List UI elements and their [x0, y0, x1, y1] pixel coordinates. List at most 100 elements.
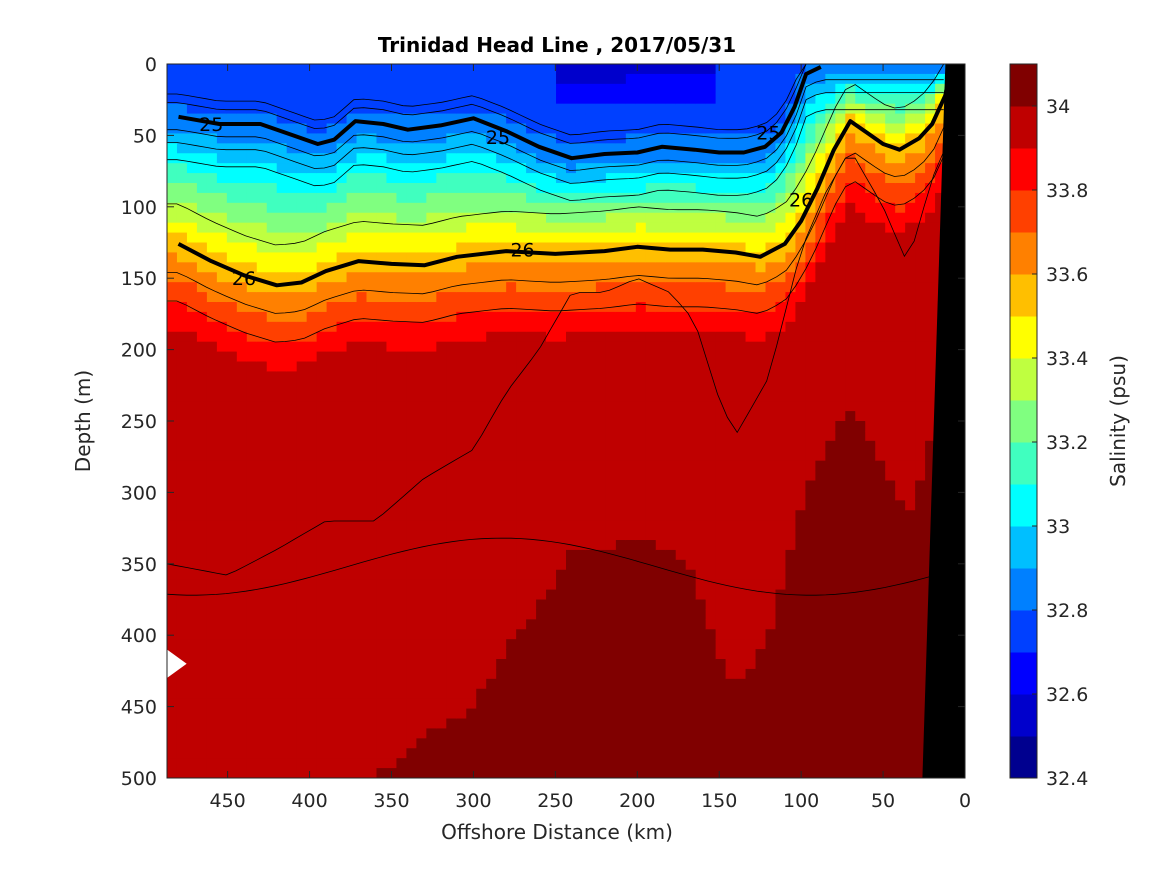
salinity-cell: [595, 589, 607, 601]
salinity-cell: [845, 73, 856, 85]
salinity-cell: [815, 540, 826, 551]
salinity-cell: [775, 401, 787, 412]
salinity-cell: [326, 222, 338, 234]
salinity-cell: [695, 401, 707, 412]
salinity-cell: [296, 678, 308, 690]
salinity-cell: [326, 569, 338, 581]
salinity-cell: [705, 183, 717, 194]
salinity-cell: [246, 599, 258, 611]
salinity-cell: [615, 639, 627, 650]
salinity-cell: [226, 133, 238, 144]
salinity-cell: [456, 688, 467, 700]
salinity-cell: [595, 401, 607, 412]
salinity-cell: [316, 371, 328, 382]
salinity-cell: [655, 569, 667, 581]
salinity-cell: [216, 173, 228, 184]
salinity-cell: [536, 549, 547, 561]
salinity-cell: [835, 708, 846, 720]
salinity-cell: [436, 440, 447, 452]
salinity-cell: [556, 411, 567, 422]
salinity-cell: [635, 262, 647, 273]
salinity-cell: [556, 83, 567, 95]
salinity-cell: [266, 321, 278, 333]
salinity-cell: [167, 341, 178, 353]
salinity-cell: [755, 609, 767, 620]
salinity-cell: [316, 430, 328, 442]
salinity-cell: [675, 252, 687, 263]
salinity-cell: [486, 83, 497, 95]
salinity-cell: [685, 421, 697, 432]
salinity-cell: [546, 678, 557, 690]
salinity-cell: [206, 391, 218, 402]
salinity-cell: [605, 351, 617, 363]
salinity-cell: [785, 649, 797, 660]
salinity-cell: [655, 718, 667, 730]
salinity-cell: [665, 311, 677, 323]
salinity-cell: [615, 232, 627, 244]
salinity-cell: [635, 64, 647, 75]
salinity-cell: [835, 629, 846, 640]
salinity-cell: [536, 103, 547, 115]
salinity-cell: [825, 401, 836, 412]
salinity-cell: [366, 153, 378, 164]
salinity-cell: [785, 192, 797, 204]
salinity-cell: [266, 173, 278, 184]
salinity-cell: [426, 629, 437, 640]
salinity-cell: [167, 609, 178, 620]
salinity-cell: [366, 222, 378, 234]
salinity-cell: [665, 668, 677, 680]
salinity-cell: [575, 599, 587, 611]
salinity-cell: [216, 768, 228, 778]
salinity-cell: [835, 758, 846, 769]
salinity-cell: [675, 83, 687, 95]
salinity-cell: [436, 520, 447, 531]
salinity-cell: [785, 222, 797, 234]
salinity-cell: [506, 232, 517, 244]
salinity-cell: [575, 212, 587, 224]
salinity-cell: [695, 341, 707, 353]
salinity-cell: [226, 728, 238, 739]
salinity-cell: [705, 530, 717, 541]
salinity-cell: [276, 73, 288, 85]
salinity-cell: [635, 341, 647, 353]
salinity-cell: [635, 103, 647, 115]
salinity-cell: [516, 242, 527, 254]
salinity-cell: [645, 490, 657, 501]
salinity-cell: [685, 500, 697, 511]
salinity-cell: [406, 430, 417, 442]
salinity-cell: [645, 520, 657, 531]
salinity-cell: [366, 500, 378, 511]
salinity-cell: [595, 173, 607, 184]
salinity-cell: [356, 272, 368, 283]
salinity-cell: [805, 103, 816, 115]
salinity-cell: [496, 708, 507, 720]
salinity-cell: [226, 232, 238, 244]
salinity-cell: [406, 262, 417, 273]
salinity-cell: [755, 520, 767, 531]
salinity-cell: [286, 470, 298, 482]
salinity-cell: [446, 232, 457, 244]
salinity-cell: [685, 371, 697, 382]
salinity-cell: [705, 440, 717, 452]
salinity-cell: [296, 143, 308, 154]
salinity-cell: [376, 232, 388, 244]
salinity-cell: [236, 391, 248, 402]
salinity-cell: [595, 728, 607, 739]
salinity-cell: [416, 758, 427, 769]
salinity-cell: [815, 668, 826, 680]
salinity-cell: [456, 103, 467, 115]
salinity-cell: [216, 599, 228, 611]
salinity-cell: [715, 579, 727, 591]
salinity-cell: [705, 619, 717, 630]
salinity-cell: [675, 341, 687, 353]
salinity-cell: [406, 768, 417, 778]
salinity-cell: [476, 321, 487, 333]
salinity-cell: [416, 371, 427, 382]
salinity-cell: [296, 232, 308, 244]
salinity-cell: [356, 659, 368, 670]
salinity-cell: [386, 212, 398, 224]
salinity-cell: [286, 103, 298, 115]
salinity-cell: [246, 609, 258, 620]
salinity-cell: [366, 73, 378, 85]
salinity-cell: [795, 559, 807, 571]
